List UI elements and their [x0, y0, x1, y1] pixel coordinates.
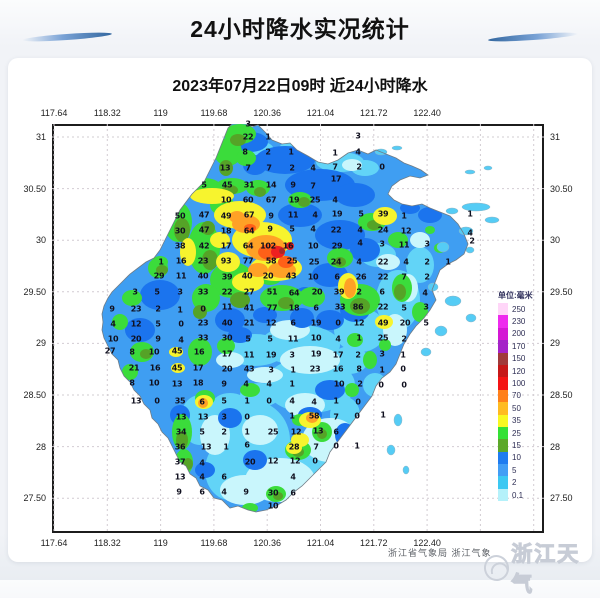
axis-tick-label: 31 — [35, 132, 46, 142]
legend-color-swatch — [498, 402, 508, 415]
weather-report-page: { "header": { "title": "24小时降水实况统计" }, "… — [0, 0, 600, 580]
axis-tick-label: 117.64 — [40, 538, 68, 548]
legend-color-swatch — [498, 315, 508, 328]
axis-tick-label: 28.50 — [23, 390, 46, 400]
weather-logo-icon — [481, 552, 512, 584]
axis-tick-label: 119.68 — [200, 108, 228, 118]
axis-tick-label: 28 — [35, 441, 46, 452]
legend-value-label: 2 — [512, 478, 517, 488]
legend-value-label: 150 — [512, 354, 526, 364]
legend-entry: 0.1 — [498, 488, 544, 502]
rainfall-contours — [112, 124, 446, 512]
legend-entry: 250 — [498, 303, 544, 316]
axis-tick-label: 31 — [550, 132, 561, 142]
legend-value-label: 0.1 — [512, 490, 524, 500]
axis-tick-label: 121.04 — [306, 538, 335, 548]
legend-entry: 25 — [498, 426, 544, 440]
axis-tick-label: 29.50 — [550, 286, 573, 297]
legend-value-label: 15 — [512, 440, 521, 450]
legend-value-label: 100 — [512, 379, 526, 389]
legend-color-swatch — [498, 464, 508, 477]
axis-tick-label: 121.72 — [360, 108, 388, 118]
legend-entry: 50 — [498, 402, 544, 415]
axis-tick-label: 30.50 — [550, 183, 573, 194]
axis-tick-label: 118.32 — [93, 538, 121, 548]
legend-color-swatch — [498, 476, 508, 489]
legend-color-swatch — [498, 303, 508, 316]
axis-tick-label: 119.68 — [200, 538, 228, 548]
legend-unit-label: 单位:毫米 — [498, 291, 533, 300]
legend-entry: 150 — [498, 352, 544, 365]
map-legend: 单位:毫米 250 230 200 170 150 120 100 70 50 35 25 15 10 5… — [498, 290, 544, 502]
province-coastline — [101, 124, 469, 513]
axis-tick-label: 30.50 — [23, 183, 46, 194]
precipitation-contour-map — [52, 124, 544, 533]
axis-tick-label: 120.36 — [253, 108, 281, 118]
map-subtitle: 2023年07月22日09时 近24小时降水 — [172, 78, 428, 95]
axis-tick-label: 121.04 — [306, 108, 335, 118]
legend-color-swatch — [498, 377, 508, 390]
legend-color-swatch — [498, 364, 508, 378]
axis-tick-label: 122.40 — [413, 538, 441, 548]
legend-value-label: 230 — [512, 317, 526, 327]
legend-entry: 10 — [498, 451, 544, 465]
legend-entry: 100 — [498, 377, 544, 390]
axis-tick-label: 119 — [153, 538, 168, 548]
axis-tick-label: 122.40 — [413, 108, 441, 118]
axis-tick-label: 29 — [35, 338, 46, 349]
legend-entry: 120 — [498, 364, 544, 378]
legend-value-label: 35 — [512, 416, 521, 426]
axis-tick-label: 30 — [35, 235, 46, 246]
legend-value-label: 10 — [512, 453, 521, 463]
legend-color-swatch — [498, 488, 508, 502]
legend-color-swatch — [498, 389, 508, 403]
legend-color-swatch — [498, 439, 508, 452]
page-title: 24小时降水实况统计 — [190, 16, 410, 42]
legend-value-label: 120 — [512, 366, 526, 376]
legend-value-label: 170 — [512, 341, 526, 351]
legend-entry: 170 — [498, 340, 544, 353]
legend-scale: 250 230 200 170 150 120 100 70 50 35 25 15 10 5 2 0.1 — [498, 303, 544, 502]
data-source-attribution: 浙江省气象局 浙江气象 — [388, 548, 492, 558]
legend-color-swatch — [498, 414, 508, 427]
axis-tick-label: 28 — [550, 441, 561, 452]
axis-tick-label: 119 — [153, 108, 168, 118]
legend-entry: 15 — [498, 439, 544, 452]
legend-entry: 230 — [498, 315, 544, 328]
axis-tick-label: 118.32 — [93, 108, 121, 118]
legend-color-swatch — [498, 426, 508, 440]
legend-color-swatch — [498, 340, 508, 353]
watermark-text: 浙江天气 — [511, 543, 581, 597]
legend-value-label: 250 — [512, 304, 526, 314]
axis-tick-label: 27.50 — [23, 493, 46, 504]
legend-color-swatch — [498, 327, 508, 341]
legend-color-swatch — [498, 352, 508, 365]
axis-tick-label: 121.72 — [360, 538, 388, 548]
legend-value-label: 70 — [512, 391, 521, 401]
legend-entry: 200 — [498, 327, 544, 341]
legend-color-swatch — [498, 451, 508, 465]
title-decoration-right — [487, 30, 579, 44]
axis-tick-label: 120.36 — [253, 538, 281, 548]
title-decoration-left — [21, 30, 113, 44]
axis-tick-label: 28.50 — [550, 390, 573, 400]
legend-value-label: 200 — [512, 329, 526, 339]
watermark: 浙江天气 — [481, 538, 600, 598]
axis-tick-label: 30 — [550, 235, 561, 246]
legend-entry: 35 — [498, 414, 544, 427]
legend-value-label: 50 — [512, 403, 521, 413]
legend-value-label: 25 — [512, 428, 521, 438]
axis-tick-label: 29 — [550, 338, 561, 349]
legend-entry: 5 — [498, 464, 544, 477]
page-header: 24小时降水实况统计 — [0, 8, 600, 50]
axis-tick-label: 27.50 — [550, 493, 573, 504]
legend-entry: 70 — [498, 389, 544, 403]
axis-tick-label: 29.50 — [23, 286, 46, 297]
legend-entry: 2 — [498, 476, 544, 489]
axis-tick-label: 117.64 — [40, 108, 68, 118]
legend-value-label: 5 — [512, 465, 517, 475]
